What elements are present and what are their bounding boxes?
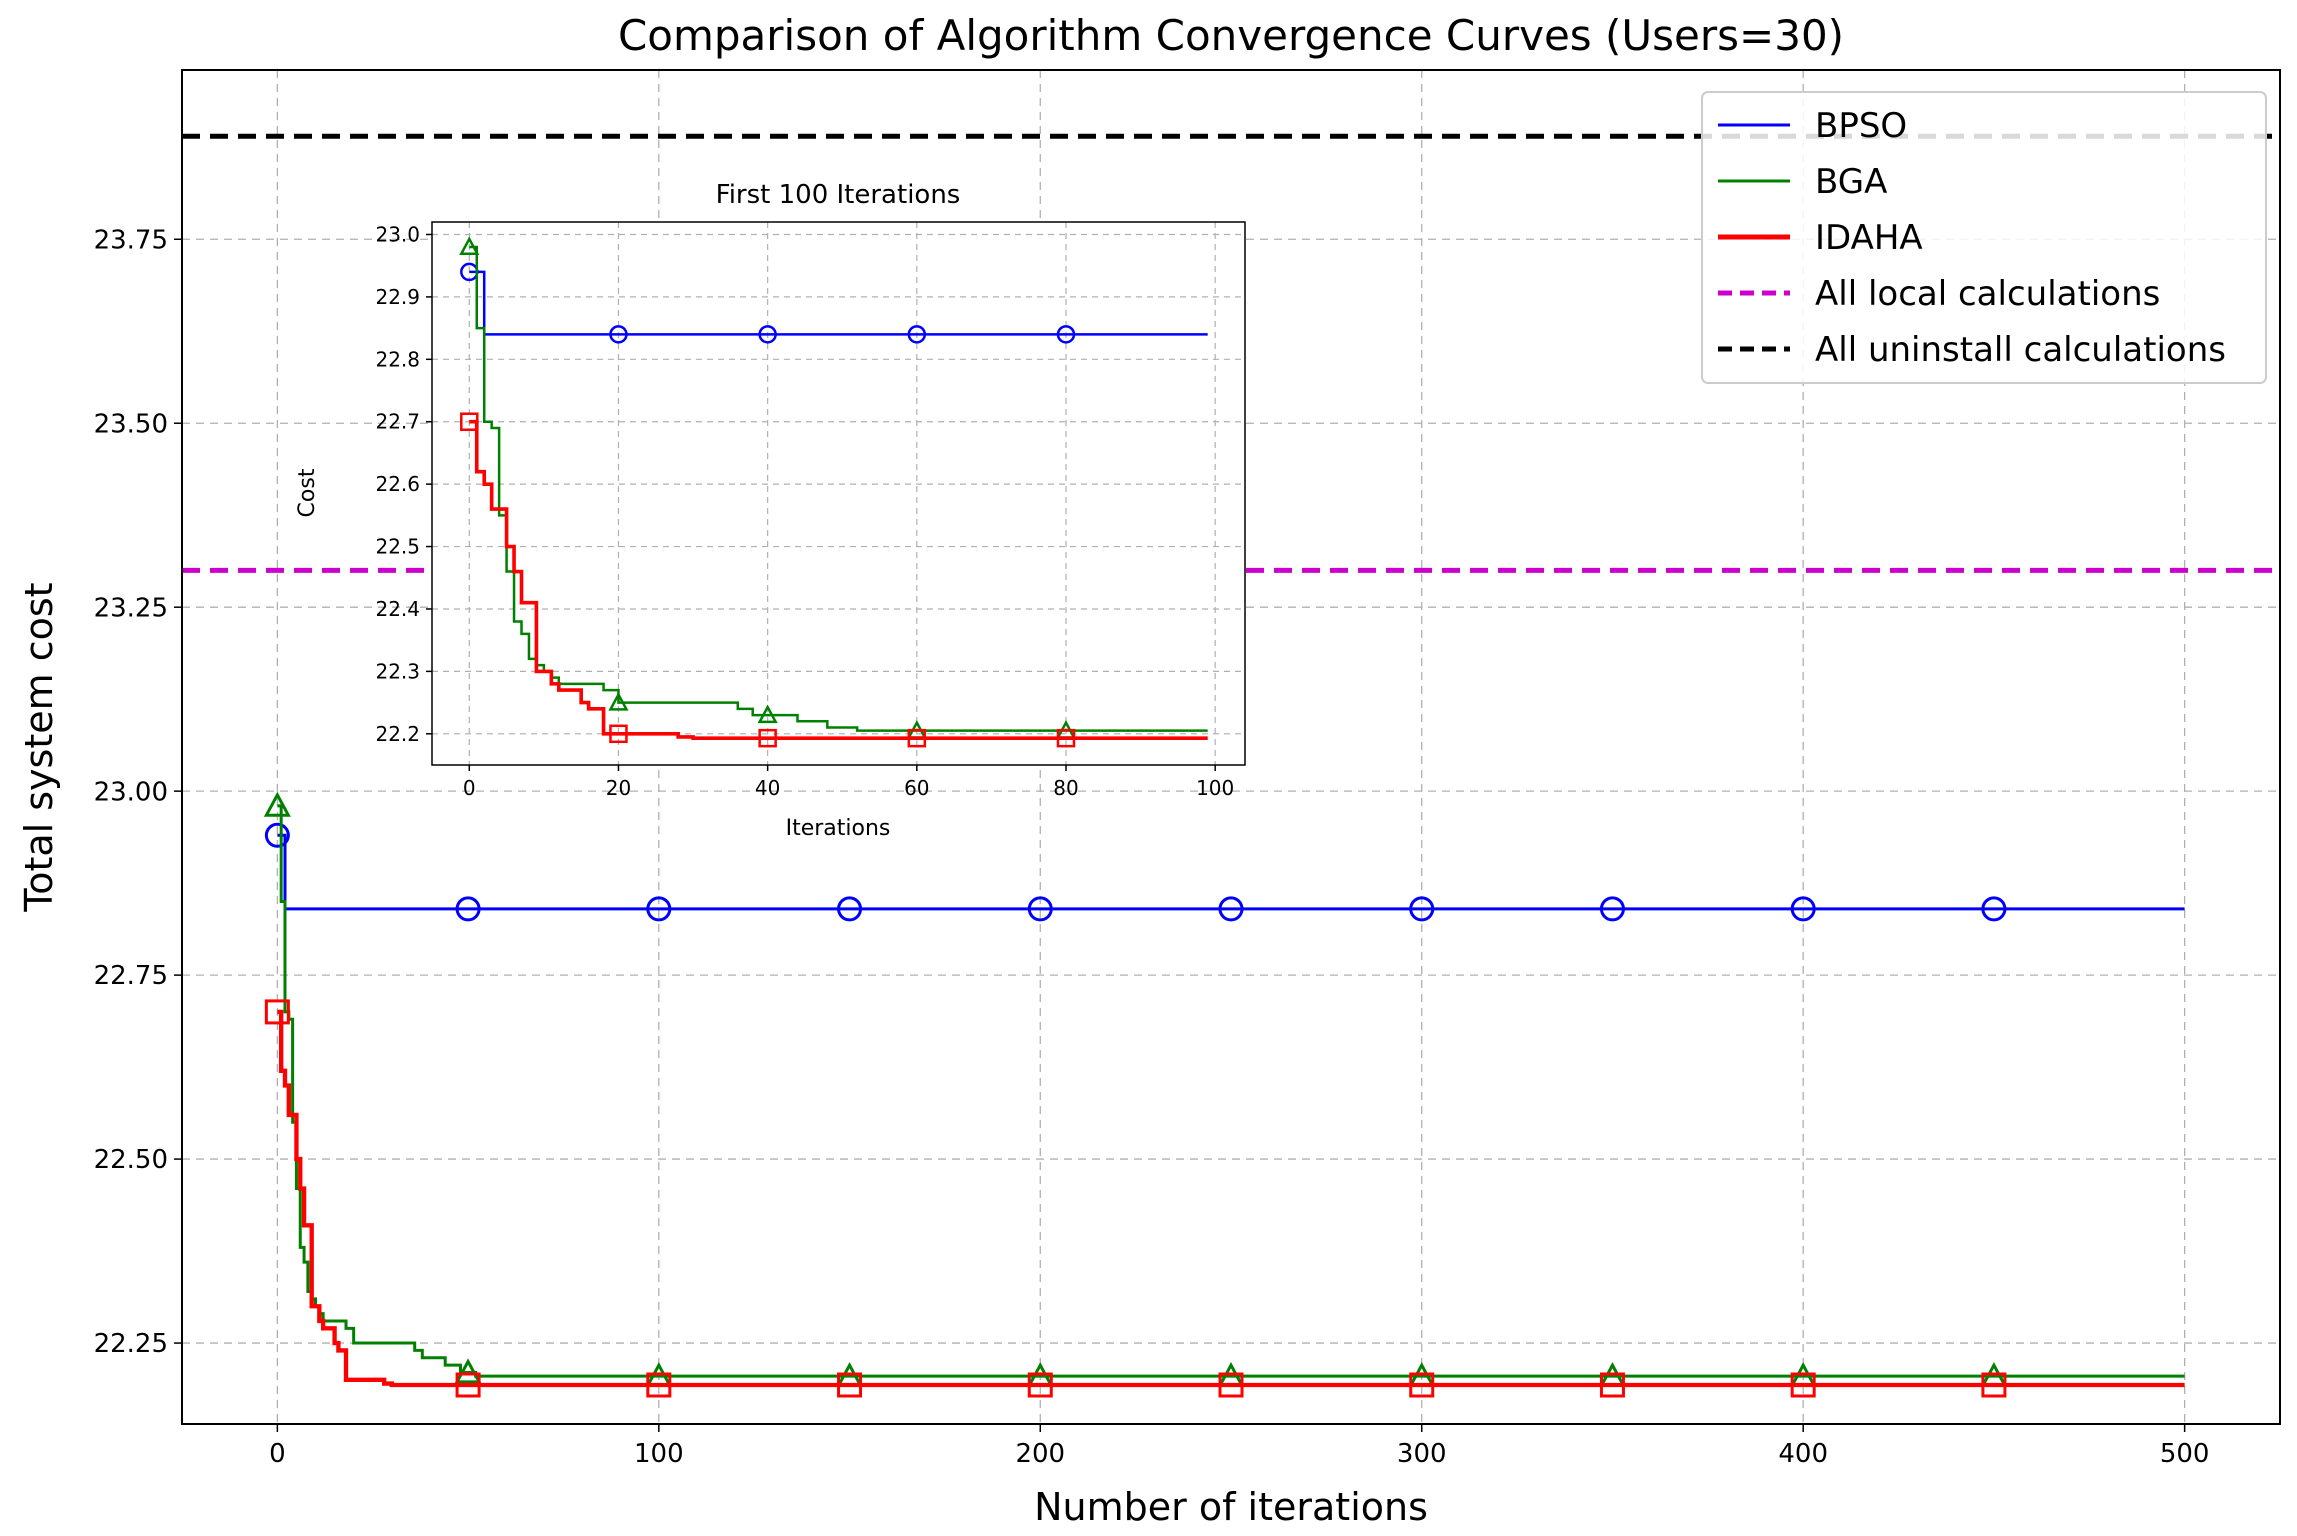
bpso-marker bbox=[907, 325, 927, 344]
idaha-marker bbox=[460, 412, 479, 431]
y-tick-label: 22.2 bbox=[375, 722, 420, 746]
idaha-marker bbox=[1981, 1372, 2007, 1398]
x-tick-label: 200 bbox=[1015, 1439, 1065, 1469]
bpso-marker bbox=[1056, 325, 1076, 344]
legend: BPSO BGA IDAHA All local calculations All un… bbox=[1701, 91, 2267, 384]
y-tick-label: 23.50 bbox=[94, 409, 168, 439]
legend-label-all-uninstall-calculations: All uninstall calculations bbox=[1815, 330, 2226, 370]
x-tick-label: 20 bbox=[606, 776, 631, 800]
y-tick-label: 22.75 bbox=[94, 961, 168, 991]
y-tick-label: 22.7 bbox=[375, 410, 420, 434]
inset-title: First 100 Iterations bbox=[716, 180, 961, 210]
idaha-marker bbox=[455, 1372, 481, 1398]
legend-items: BPSO BGA IDAHA All local calculations All un… bbox=[1718, 106, 2226, 370]
y-tick-label: 22.25 bbox=[94, 1329, 168, 1359]
bpso-marker bbox=[1218, 896, 1244, 922]
y-tick-label: 23.0 bbox=[375, 222, 420, 246]
bpso-line bbox=[469, 270, 1208, 336]
idaha-marker bbox=[609, 724, 628, 744]
y-tick-label: 22.4 bbox=[375, 597, 420, 621]
bga-marker bbox=[459, 236, 480, 256]
idaha-marker bbox=[1218, 1372, 1244, 1398]
inset-plot-frame bbox=[431, 221, 1246, 766]
x-tick-label: 40 bbox=[755, 776, 780, 800]
bga-marker bbox=[263, 791, 291, 817]
y-axis-label: Total system cost bbox=[17, 582, 61, 912]
main-ticks: 0 100 200 300 400 50022.2522.5022.7523.0023.2… bbox=[94, 225, 2210, 1469]
idaha-marker bbox=[646, 1372, 672, 1398]
idaha-marker bbox=[837, 1372, 863, 1398]
legend-label-bga: BGA bbox=[1815, 162, 1887, 202]
legend-box bbox=[1701, 91, 2267, 384]
x-tick-label: 500 bbox=[2160, 1439, 2210, 1469]
y-tick-label: 23.25 bbox=[94, 593, 168, 623]
idaha-marker bbox=[1409, 1372, 1435, 1398]
y-tick-label: 22.5 bbox=[375, 535, 420, 559]
y-tick-label: 22.8 bbox=[375, 347, 420, 371]
y-tick-label: 23.00 bbox=[94, 777, 168, 807]
y-tick-label: 22.9 bbox=[375, 285, 420, 309]
idaha-marker bbox=[1790, 1372, 1816, 1398]
inset-series-layer bbox=[459, 236, 1208, 748]
bpso-marker bbox=[1981, 896, 2007, 922]
idaha-line bbox=[469, 419, 1208, 740]
x-axis-label: Number of iterations bbox=[1034, 1485, 1428, 1529]
inset-grid bbox=[432, 222, 1245, 765]
y-tick-label: 22.50 bbox=[94, 1145, 168, 1175]
bpso-marker bbox=[1027, 896, 1053, 922]
x-tick-label: 0 bbox=[463, 776, 476, 800]
inset-y-axis-label: Cost bbox=[295, 468, 320, 517]
y-tick-label: 22.6 bbox=[375, 472, 420, 496]
x-tick-label: 60 bbox=[904, 776, 929, 800]
inset-background bbox=[432, 222, 1245, 765]
chart-title: Comparison of Algorithm Convergence Curv… bbox=[618, 11, 1844, 60]
idaha-marker bbox=[1056, 728, 1076, 748]
bga-marker bbox=[757, 704, 778, 724]
bpso-marker bbox=[609, 325, 628, 344]
x-tick-label: 100 bbox=[1196, 776, 1234, 800]
idaha-series bbox=[460, 412, 1208, 748]
legend-label-all-local-calculations: All local calculations bbox=[1815, 274, 2160, 314]
inset-panel: 0 20 40 60 80 100 22.2 22.3 22.4 22.5 22.6 22.7 22.8… bbox=[295, 180, 1246, 841]
bpso-marker bbox=[1790, 896, 1816, 922]
inset-ticks: 0 20 40 60 80 100 22.2 22.3 22.4 22.5 22.6 22.7 22.8… bbox=[375, 222, 1234, 800]
bpso-marker bbox=[455, 896, 481, 922]
main-plot-frame bbox=[181, 69, 2281, 1425]
idaha-line bbox=[277, 1009, 2185, 1388]
x-tick-label: 80 bbox=[1053, 776, 1078, 800]
idaha-marker bbox=[264, 999, 290, 1025]
bpso-marker bbox=[837, 896, 863, 922]
idaha-marker bbox=[1599, 1372, 1625, 1398]
bpso-marker bbox=[646, 896, 672, 922]
x-tick-label: 300 bbox=[1397, 1439, 1447, 1469]
y-tick-label: 22.3 bbox=[375, 659, 420, 683]
idaha-marker bbox=[758, 728, 777, 748]
legend-label-bpso: BPSO bbox=[1815, 106, 1907, 146]
legend-label-idaha: IDAHA bbox=[1815, 218, 1923, 258]
x-tick-label: 400 bbox=[1778, 1439, 1828, 1469]
bpso-marker bbox=[758, 325, 777, 344]
inset-x-axis-label: Iterations bbox=[786, 816, 891, 841]
y-tick-label: 23.75 bbox=[94, 225, 168, 255]
x-tick-label: 0 bbox=[269, 1439, 286, 1469]
bga-marker bbox=[608, 691, 629, 711]
x-tick-label: 100 bbox=[634, 1439, 684, 1469]
idaha-marker bbox=[907, 728, 927, 748]
idaha-marker bbox=[1027, 1372, 1053, 1398]
bpso-marker bbox=[1599, 896, 1625, 922]
bpso-marker bbox=[1409, 896, 1435, 922]
bpso-marker bbox=[264, 822, 290, 848]
idaha-series bbox=[264, 999, 2185, 1398]
bga-marker bbox=[454, 1358, 482, 1384]
